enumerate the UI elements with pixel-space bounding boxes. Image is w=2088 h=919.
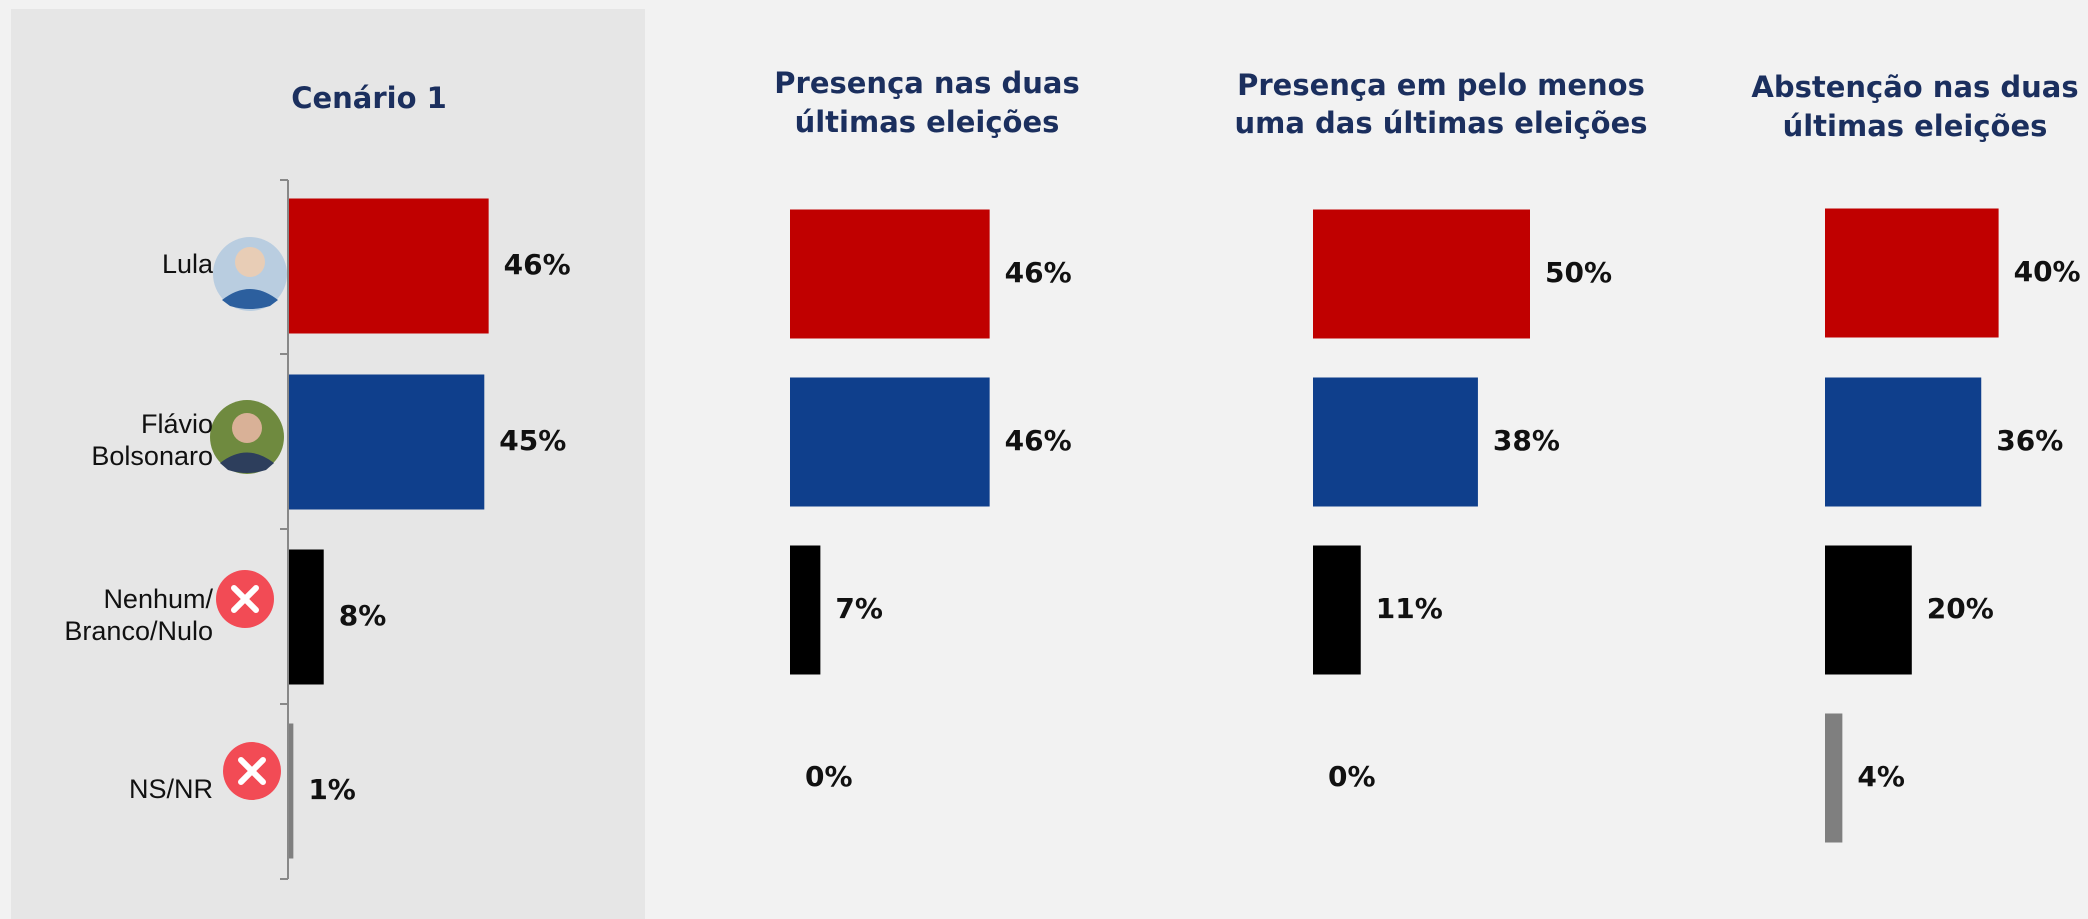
value-label: 4% <box>1857 760 1905 793</box>
bar <box>289 374 485 510</box>
bar <box>1313 377 1478 507</box>
bar <box>790 545 821 675</box>
value-label: 20% <box>1927 592 1994 625</box>
value-label: 50% <box>1545 256 1612 289</box>
bar <box>790 209 990 339</box>
value-label: 45% <box>499 424 566 457</box>
category-label: Lula <box>162 249 214 279</box>
bar <box>1825 208 1999 338</box>
bar <box>1313 209 1530 339</box>
panel-title: Abstenção nas duas <box>1751 70 2078 104</box>
candidate-icons <box>210 237 287 800</box>
category-label: NS/NR <box>129 774 213 804</box>
axis-ticks <box>280 179 288 880</box>
value-label: 1% <box>308 773 356 806</box>
bar <box>1825 713 1843 843</box>
bar <box>289 198 489 334</box>
bar <box>289 549 324 685</box>
panel-title: Presença nas duas <box>774 66 1079 100</box>
category-label: Flávio Bolsonaro <box>91 409 213 471</box>
value-label: 46% <box>1005 256 1072 289</box>
value-label: 46% <box>504 248 571 281</box>
panel-title: Cenário 1 <box>291 81 447 115</box>
panel-title: Presença em pelo menos <box>1237 68 1645 102</box>
panel-title: uma das últimas eleições <box>1234 106 1647 140</box>
panel-title: últimas eleições <box>795 105 1060 139</box>
bar <box>289 723 294 859</box>
value-label: 8% <box>339 599 387 632</box>
value-label: 0% <box>1328 760 1376 793</box>
bar <box>790 377 990 507</box>
panel-title: últimas eleições <box>1783 109 2048 143</box>
value-label: 36% <box>1996 424 2063 457</box>
value-label: 38% <box>1493 424 1560 457</box>
category-label: Nenhum/Branco/Nulo <box>64 584 213 646</box>
value-label: 7% <box>835 592 883 625</box>
value-label: 0% <box>805 760 853 793</box>
value-label: 11% <box>1376 592 1443 625</box>
value-label: 40% <box>2014 255 2081 288</box>
value-label: 46% <box>1005 424 1072 457</box>
bar <box>1313 545 1361 675</box>
bar <box>1825 545 1912 675</box>
bar <box>1825 377 1982 507</box>
